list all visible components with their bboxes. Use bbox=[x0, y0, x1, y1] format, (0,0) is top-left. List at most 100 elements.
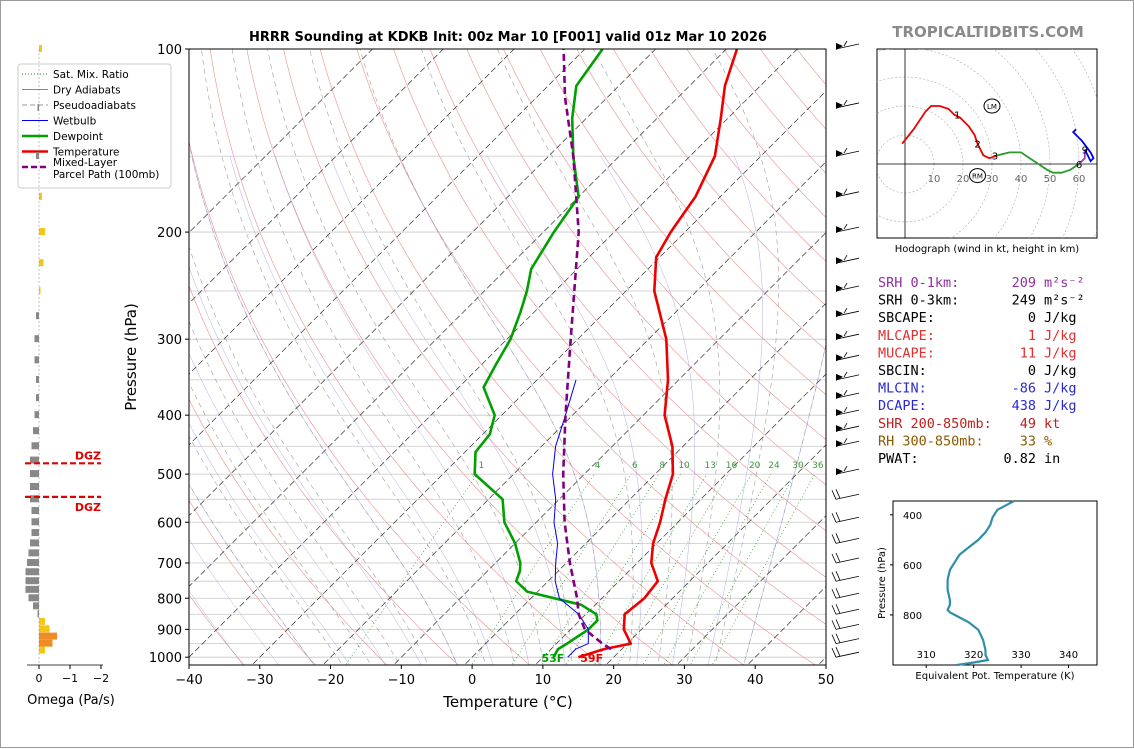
wind-barb bbox=[835, 438, 860, 448]
wind-barb bbox=[831, 588, 860, 599]
wind-barb bbox=[835, 330, 860, 341]
storm-motion-label: RM bbox=[972, 173, 983, 181]
mixing-ratio-line bbox=[642, 473, 752, 665]
index-label: RH 300-850mb: bbox=[878, 433, 984, 449]
hodograph-ring-label: 40 bbox=[1015, 174, 1028, 185]
wind-barb-pennant bbox=[836, 285, 843, 293]
omega-tick-label: −1 bbox=[62, 672, 78, 685]
mixing-ratio-label: 20 bbox=[749, 461, 761, 471]
y-tick-label: 900 bbox=[157, 623, 182, 638]
isotherm-line bbox=[463, 302, 826, 665]
hodograph-ring-label: 60 bbox=[1073, 174, 1086, 185]
x-tick-label: −10 bbox=[388, 673, 415, 688]
hodograph-height-label: 1 bbox=[954, 111, 960, 122]
y-tick-label: 200 bbox=[157, 226, 182, 241]
wind-barb-feather bbox=[835, 571, 841, 581]
mixing-ratio-line bbox=[711, 473, 816, 665]
wind-barb-feather bbox=[843, 147, 848, 154]
wind-barb-feather bbox=[835, 512, 841, 522]
index-label: DCAPE: bbox=[878, 398, 927, 414]
wind-barb bbox=[835, 352, 860, 362]
isotherm-line bbox=[322, 161, 826, 665]
wetbulb-guide bbox=[189, 352, 386, 665]
skewt-y-label: Pressure (hPa) bbox=[122, 303, 140, 411]
mixing-ratio-label: 30 bbox=[792, 461, 804, 471]
x-tick-label: −40 bbox=[175, 673, 202, 688]
index-label: SHR 200-850mb: bbox=[878, 416, 992, 432]
index-label: SRH 0-3km: bbox=[878, 293, 959, 309]
mixing-ratio-label: 16 bbox=[726, 461, 738, 471]
dry-adiabat bbox=[393, 49, 826, 578]
mixing-ratio-label: 36 bbox=[812, 461, 824, 471]
legend-box bbox=[17, 63, 172, 189]
mixing-ratio-line bbox=[511, 473, 632, 665]
index-value: 33 bbox=[1020, 433, 1036, 449]
wind-barb bbox=[835, 282, 860, 293]
index-value: 1 bbox=[1028, 328, 1036, 344]
wetbulb-guide bbox=[191, 156, 458, 665]
wind-barb-feather bbox=[843, 465, 848, 472]
wind-barb bbox=[831, 633, 860, 645]
index-value: 249 bbox=[1012, 293, 1036, 309]
index-label: MLCIN: bbox=[878, 381, 927, 397]
isotherm-line bbox=[189, 49, 515, 375]
wetbulb-guide bbox=[399, 155, 602, 665]
wetbulb-guide bbox=[275, 156, 530, 665]
wind-barb bbox=[835, 389, 860, 400]
series-temperature bbox=[577, 49, 739, 659]
omega-bar bbox=[30, 495, 39, 503]
skewt-x-label: Temperature (°C) bbox=[442, 693, 572, 711]
omega-bar bbox=[28, 594, 39, 602]
wind-barb-feather bbox=[831, 648, 837, 658]
omega-tick-label: −2 bbox=[93, 672, 109, 685]
legend-entry-label: Sat. Mix. Ratio bbox=[53, 69, 129, 81]
theta-e-y-tick-label: 800 bbox=[903, 611, 922, 622]
series-mixed-layer-parcel-path-100mb- bbox=[561, 49, 612, 651]
legend-entry-line: Dry Adiabats bbox=[53, 85, 121, 97]
wind-barb-feather bbox=[843, 330, 848, 337]
legend-entry-label: Dry Adiabats bbox=[53, 85, 121, 97]
theta-e-y-tick-label: 600 bbox=[903, 561, 922, 572]
mixing-ratio-line bbox=[345, 473, 478, 665]
wind-barb bbox=[831, 604, 860, 615]
theta-e-panel: 310 320 330 340 400 600 800 bbox=[890, 500, 1098, 668]
dry-adiabat bbox=[539, 49, 826, 396]
x-tick-label: −30 bbox=[246, 673, 273, 688]
omega-bar bbox=[30, 539, 39, 547]
skewt-frame bbox=[188, 48, 827, 666]
wind-barb-shaft bbox=[835, 651, 860, 658]
wind-barb-pennant bbox=[836, 310, 843, 318]
legend-entry-label: Dewpoint bbox=[53, 131, 103, 143]
wind-barb-pennant bbox=[836, 425, 843, 433]
dry-adiabat bbox=[576, 49, 826, 351]
wind-barb-shaft bbox=[835, 102, 860, 109]
y-tick-label: 1000 bbox=[149, 651, 182, 666]
omega-bar bbox=[39, 287, 41, 295]
wind-barb-feather bbox=[831, 589, 837, 599]
theta-e-x-tick-label: 320 bbox=[964, 650, 983, 661]
y-tick-label: 600 bbox=[157, 516, 182, 531]
wind-barb-feather bbox=[843, 422, 848, 429]
series-wetbulb bbox=[552, 379, 589, 658]
theta-e-y-label: Pressure (hPa) bbox=[877, 547, 888, 619]
wind-barb-feather bbox=[843, 223, 848, 230]
wind-barb-pennant bbox=[836, 226, 843, 234]
theta-e-x-tick-label: 310 bbox=[917, 650, 936, 661]
wind-barb-shaft bbox=[835, 538, 860, 544]
x-tick-label: 0 bbox=[468, 673, 476, 688]
wind-barb-pennant bbox=[836, 43, 843, 50]
wind-barb bbox=[831, 489, 860, 500]
y-tick-label: 100 bbox=[157, 43, 182, 58]
index-unit: % bbox=[1044, 433, 1052, 449]
wind-barb-pennant bbox=[836, 440, 843, 448]
mixing-ratio-line bbox=[565, 473, 681, 665]
omega-bar bbox=[31, 507, 39, 515]
legend-entry-line: Sat. Mix. Ratio bbox=[53, 69, 129, 81]
wind-barb-feather bbox=[843, 99, 848, 106]
wind-barb-feather bbox=[843, 371, 848, 378]
legend-entry-label: Temperature bbox=[52, 147, 120, 159]
skewt-profiles: 53F 59F bbox=[473, 49, 739, 665]
wind-barb-pennant bbox=[836, 333, 843, 341]
isotherm-line bbox=[534, 373, 826, 665]
